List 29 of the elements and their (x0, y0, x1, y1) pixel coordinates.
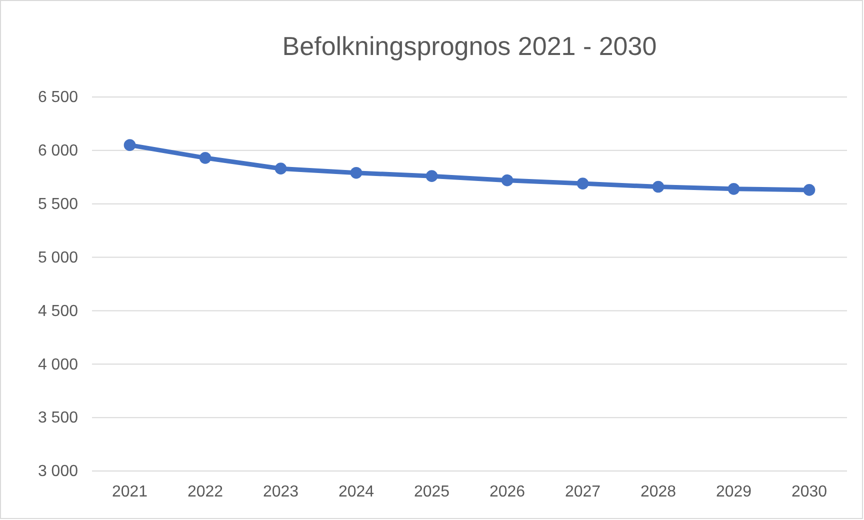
x-tick-label: 2028 (640, 483, 676, 500)
point (426, 170, 438, 182)
y-tick-label: 5 500 (38, 196, 78, 213)
y-tick-label: 6 000 (38, 142, 78, 160)
x-tick-label: 2029 (716, 483, 752, 500)
point (350, 166, 362, 179)
x-tick-label: 2030 (791, 483, 828, 500)
point (199, 152, 212, 164)
point (576, 178, 589, 190)
x-tick-label: 2021 (112, 483, 148, 500)
point (124, 139, 136, 151)
y-tick-label: 4 000 (38, 356, 78, 374)
x-tick-label: 2024 (338, 483, 374, 500)
y-tick-label: 4 500 (38, 302, 78, 320)
point (728, 182, 740, 195)
y-tick-label: 3 500 (38, 410, 78, 427)
x-tick-label: 2022 (187, 483, 224, 500)
y-tick-label: 3 000 (38, 463, 78, 480)
point (274, 162, 287, 174)
point (652, 180, 664, 193)
y-tick-label: 6 500 (38, 89, 78, 106)
chart-title: Befolkningsprognos 2021 - 2030 (282, 31, 657, 61)
point (803, 184, 816, 196)
x-tick-label: 2023 (262, 483, 299, 500)
y-tick-label: 5 000 (38, 249, 78, 266)
x-tick-label: 2026 (489, 483, 526, 500)
x-tick-label: 2025 (414, 483, 450, 500)
point (501, 174, 514, 186)
x-tick-label: 2027 (564, 483, 601, 500)
